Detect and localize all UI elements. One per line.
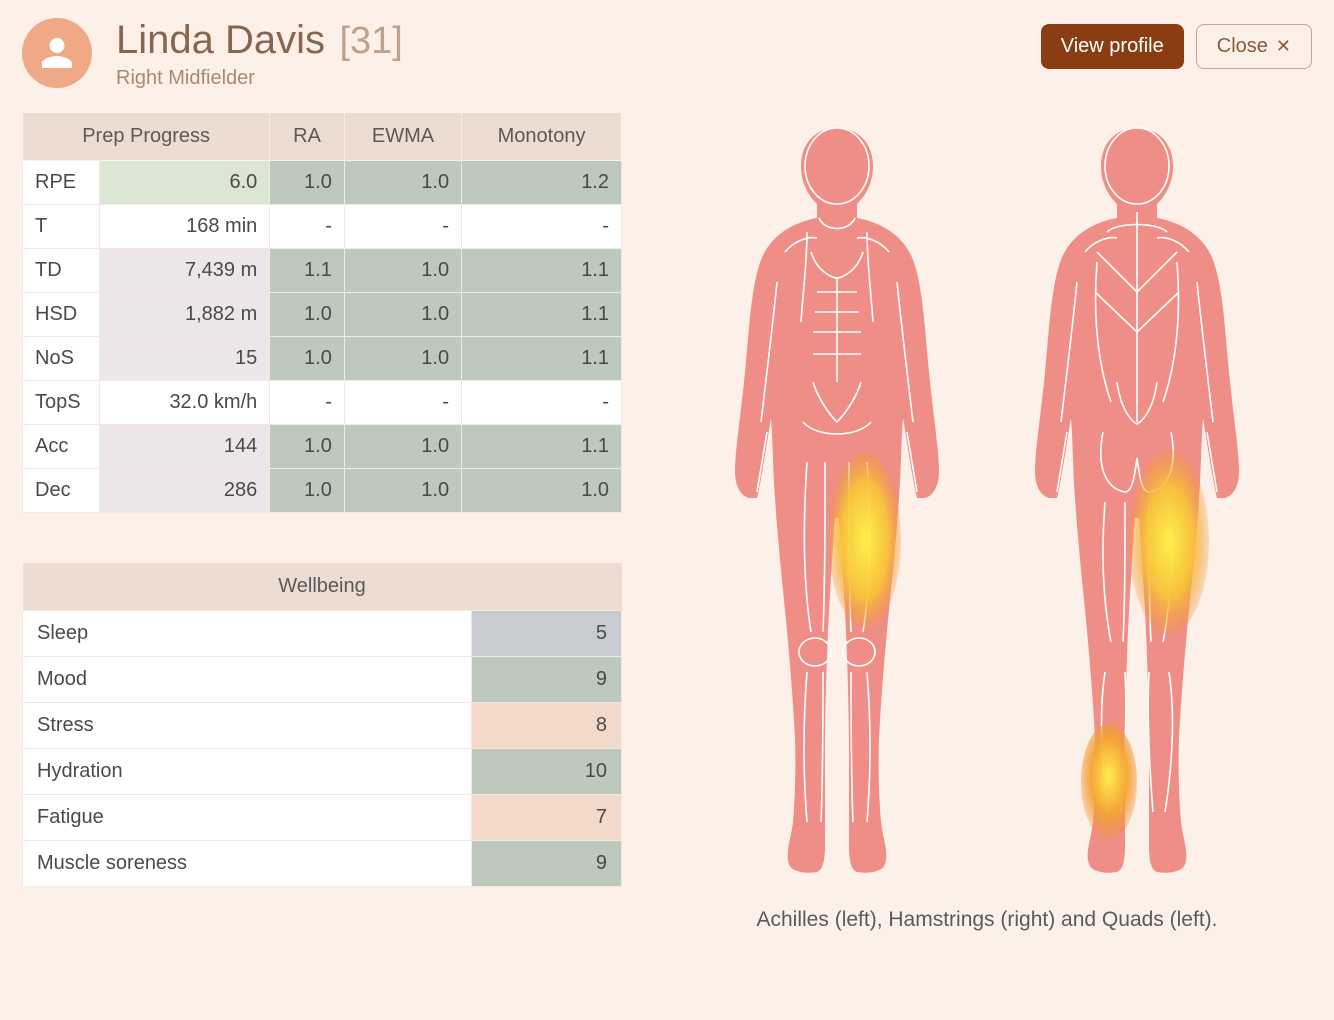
cell-ewma: 1.0: [344, 293, 461, 337]
wellbeing-label: Sleep: [23, 611, 472, 657]
wellbeing-value: 9: [472, 657, 622, 703]
table-row: NoS151.01.01.1: [23, 337, 622, 381]
table-row: Muscle soreness9: [23, 841, 622, 887]
cell-prep: 1,882 m: [99, 293, 270, 337]
table-row: Stress8: [23, 703, 622, 749]
cell-ra: 1.0: [270, 425, 345, 469]
player-header: Linda Davis [31] Right Midfielder View p…: [22, 18, 1312, 90]
col-ewma: EWMA: [344, 113, 461, 161]
hotspot-quads-left: [829, 452, 901, 628]
wellbeing-value: 7: [472, 795, 622, 841]
wellbeing-value: 5: [472, 611, 622, 657]
cell-monotony: 1.1: [462, 293, 622, 337]
table-row: Mood9: [23, 657, 622, 703]
table-row: T168 min---: [23, 205, 622, 249]
row-label: RPE: [23, 161, 100, 205]
cell-prep: 6.0: [99, 161, 270, 205]
table-row: HSD1,882 m1.01.01.1: [23, 293, 622, 337]
row-label: TopS: [23, 381, 100, 425]
cell-monotony: -: [462, 381, 622, 425]
table-row: RPE6.01.01.01.2: [23, 161, 622, 205]
cell-prep: 144: [99, 425, 270, 469]
player-number: [31]: [339, 20, 402, 62]
cell-ewma: 1.0: [344, 469, 461, 513]
cell-prep: 168 min: [99, 205, 270, 249]
cell-ewma: -: [344, 381, 461, 425]
body-map: [707, 122, 1267, 882]
body-front: [707, 122, 967, 882]
row-label: Dec: [23, 469, 100, 513]
player-position: Right Midfielder: [116, 67, 1041, 90]
injury-caption: Achilles (left), Hamstrings (right) and …: [757, 908, 1218, 932]
cell-prep: 32.0 km/h: [99, 381, 270, 425]
close-label: Close: [1217, 35, 1268, 58]
wellbeing-value: 9: [472, 841, 622, 887]
row-label: Acc: [23, 425, 100, 469]
table-row: TopS32.0 km/h---: [23, 381, 622, 425]
row-label: TD: [23, 249, 100, 293]
cell-ra: 1.0: [270, 161, 345, 205]
prep-progress-table: Prep Progress RA EWMA Monotony RPE6.01.0…: [22, 112, 622, 513]
table-row: Dec2861.01.01.0: [23, 469, 622, 513]
cell-ra: 1.0: [270, 293, 345, 337]
row-label: NoS: [23, 337, 100, 381]
close-button[interactable]: Close ✕: [1196, 24, 1312, 69]
view-profile-label: View profile: [1061, 35, 1164, 58]
close-icon: ✕: [1276, 36, 1291, 57]
body-back: [1007, 122, 1267, 882]
wellbeing-label: Stress: [23, 703, 472, 749]
table-row: Hydration10: [23, 749, 622, 795]
cell-monotony: 1.1: [462, 425, 622, 469]
wellbeing-label: Hydration: [23, 749, 472, 795]
person-icon: [39, 35, 75, 71]
col-prep-progress: Prep Progress: [23, 113, 270, 161]
cell-ra: -: [270, 381, 345, 425]
cell-ewma: -: [344, 205, 461, 249]
col-ra: RA: [270, 113, 345, 161]
row-label: T: [23, 205, 100, 249]
cell-prep: 7,439 m: [99, 249, 270, 293]
wellbeing-value: 10: [472, 749, 622, 795]
player-name: Linda Davis: [116, 18, 325, 62]
row-label: HSD: [23, 293, 100, 337]
cell-ra: 1.1: [270, 249, 345, 293]
wellbeing-label: Mood: [23, 657, 472, 703]
table-row: Fatigue7: [23, 795, 622, 841]
cell-ra: 1.0: [270, 469, 345, 513]
wellbeing-table: Wellbeing Sleep5Mood9Stress8Hydration10F…: [22, 563, 622, 887]
table-row: TD7,439 m1.11.01.1: [23, 249, 622, 293]
cell-prep: 15: [99, 337, 270, 381]
cell-ewma: 1.0: [344, 161, 461, 205]
view-profile-button[interactable]: View profile: [1041, 24, 1184, 69]
cell-monotony: -: [462, 205, 622, 249]
cell-ewma: 1.0: [344, 249, 461, 293]
wellbeing-label: Fatigue: [23, 795, 472, 841]
cell-monotony: 1.2: [462, 161, 622, 205]
wellbeing-label: Muscle soreness: [23, 841, 472, 887]
cell-monotony: 1.0: [462, 469, 622, 513]
hotspot-hamstrings-right: [1129, 450, 1209, 634]
cell-ra: -: [270, 205, 345, 249]
cell-ewma: 1.0: [344, 337, 461, 381]
table-row: Acc1441.01.01.1: [23, 425, 622, 469]
wellbeing-header: Wellbeing: [23, 563, 622, 611]
cell-ra: 1.0: [270, 337, 345, 381]
col-monotony: Monotony: [462, 113, 622, 161]
table-row: Sleep5: [23, 611, 622, 657]
cell-prep: 286: [99, 469, 270, 513]
cell-monotony: 1.1: [462, 337, 622, 381]
cell-ewma: 1.0: [344, 425, 461, 469]
wellbeing-value: 8: [472, 703, 622, 749]
avatar: [22, 18, 92, 88]
hotspot-achilles-left: [1081, 724, 1137, 840]
cell-monotony: 1.1: [462, 249, 622, 293]
